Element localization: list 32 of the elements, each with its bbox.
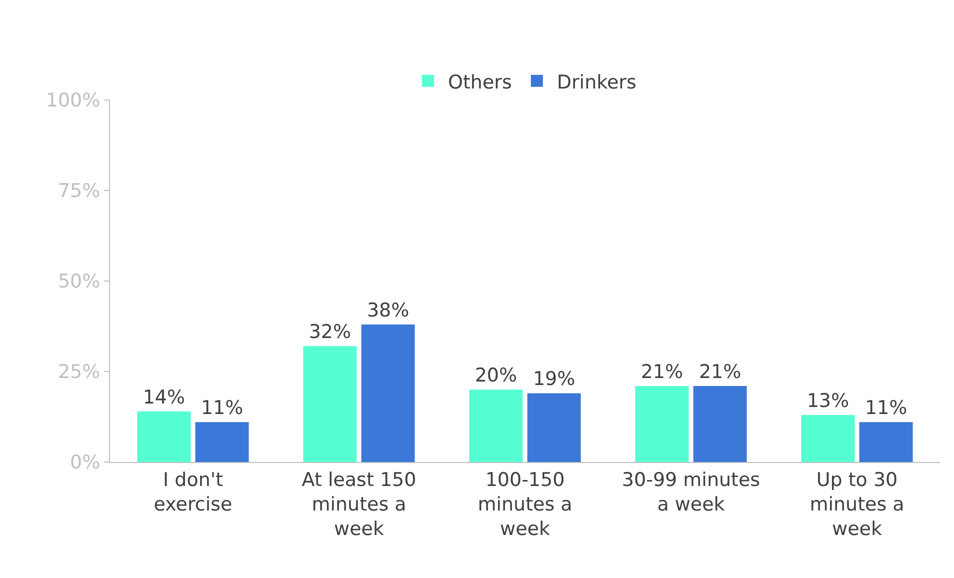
data-label: 21%: [640, 360, 684, 383]
bar: [859, 422, 913, 462]
x-tick-label: 100-150 minutes a week: [478, 468, 572, 540]
data-label: 20%: [474, 364, 518, 387]
x-tick-label: I don't exercise: [154, 468, 232, 516]
data-label: 13%: [806, 390, 850, 412]
x-tick-label: Up to 30 minutes a week: [810, 468, 904, 540]
y-tick-label: 0%: [70, 452, 100, 474]
bar: [527, 393, 581, 462]
legend-label: Others: [448, 71, 512, 94]
bar: [635, 386, 689, 462]
data-label: 19%: [532, 368, 576, 390]
bar: [361, 324, 415, 462]
bar: [693, 386, 747, 462]
bar: [303, 346, 357, 462]
bar: [801, 414, 855, 462]
y-tick-label: 25%: [58, 361, 100, 384]
data-label: 11%: [200, 397, 244, 420]
bar: [469, 390, 523, 462]
data-label: 14%: [142, 386, 186, 408]
data-label: 21%: [698, 360, 742, 383]
data-label: 38%: [366, 299, 410, 322]
y-tick-label: 50%: [58, 270, 100, 293]
y-tick-label: 100%: [46, 90, 100, 112]
data-label: 32%: [308, 321, 352, 344]
y-tick-label: 75%: [58, 180, 100, 202]
data-label: 11%: [864, 397, 908, 420]
bar: [195, 422, 249, 462]
x-tick-label: 30-99 minutes a week: [622, 468, 760, 516]
legend-label: Drinkers: [556, 71, 636, 94]
x-tick-label: At least 150 minutes a week: [302, 468, 416, 540]
bar: [137, 411, 191, 462]
